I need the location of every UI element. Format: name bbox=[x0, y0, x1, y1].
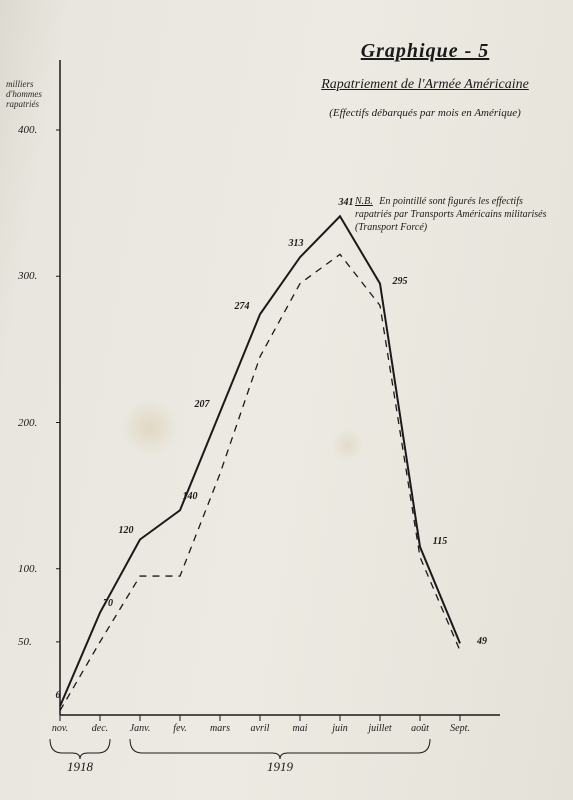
data-point-label: 207 bbox=[195, 399, 210, 410]
data-point-label: 120 bbox=[119, 525, 134, 536]
x-tick-label: dec. bbox=[92, 723, 108, 734]
data-point-label: 140 bbox=[183, 491, 198, 502]
data-point-label: 341 bbox=[339, 197, 354, 208]
data-point-label: 6 bbox=[56, 690, 61, 701]
x-tick-label: fev. bbox=[173, 723, 186, 734]
data-point-label: 295 bbox=[393, 276, 408, 287]
x-tick-label: juillet bbox=[368, 723, 391, 734]
year-label: 1918 bbox=[67, 759, 93, 775]
data-point-label: 313 bbox=[289, 238, 304, 249]
data-point-label: 49 bbox=[477, 636, 487, 647]
x-tick-label: avril bbox=[251, 723, 270, 734]
chart-svg bbox=[0, 0, 573, 800]
data-point-label: 70 bbox=[103, 598, 113, 609]
x-tick-label: Janv. bbox=[130, 723, 151, 734]
y-tick-label: 100. bbox=[18, 563, 37, 575]
x-tick-label: nov. bbox=[52, 723, 68, 734]
y-tick-label: 400. bbox=[18, 124, 37, 136]
y-tick-label: 200. bbox=[18, 417, 37, 429]
x-tick-label: Sept. bbox=[450, 723, 470, 734]
x-tick-label: mars bbox=[210, 723, 230, 734]
y-tick-label: 300. bbox=[18, 270, 37, 282]
year-label: 1919 bbox=[267, 759, 293, 775]
x-tick-label: août bbox=[411, 723, 429, 734]
data-point-label: 274 bbox=[235, 301, 250, 312]
chart-page: Graphique - 5 Rapatriement de l'Armée Am… bbox=[0, 0, 573, 800]
x-tick-label: juin bbox=[332, 723, 348, 734]
data-point-label: 115 bbox=[433, 536, 447, 547]
x-tick-label: mai bbox=[293, 723, 308, 734]
y-tick-label: 50. bbox=[18, 636, 32, 648]
